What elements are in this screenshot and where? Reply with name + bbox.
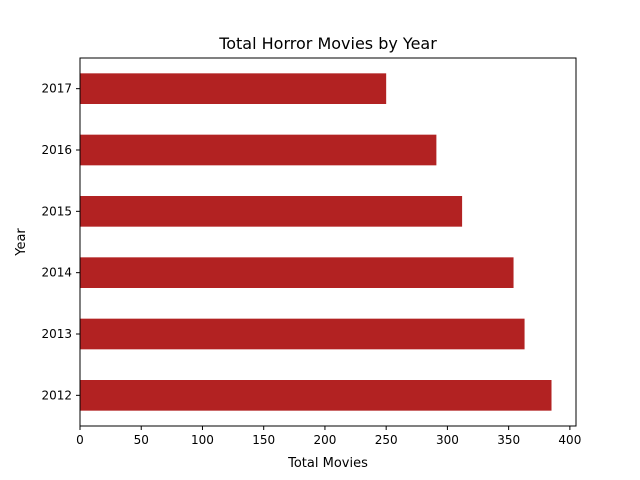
bar-2015 [80,196,463,227]
y-tick-label-2016: 2016 [41,143,72,157]
y-tick-label-2017: 2017 [41,82,72,96]
y-tick-label-2012: 2012 [41,388,72,402]
chart-title: Total Horror Movies by Year [218,34,437,53]
x-tick-label-350: 350 [497,433,520,447]
bar-2014 [80,257,514,288]
bar-2016 [80,134,437,166]
bar-2017 [80,73,387,104]
bar-2013 [80,318,525,350]
x-axis-label: Total Movies [287,456,368,471]
x-tick-label-250: 250 [375,433,398,447]
x-tick-label-400: 400 [558,433,581,447]
y-tick-label-2013: 2013 [41,327,72,341]
y-axis-label: Year [14,228,29,257]
x-tick-label-50: 50 [134,433,149,447]
x-tick-label-0: 0 [76,433,84,447]
plot-area-frame [79,57,577,427]
y-tick-label-2014: 2014 [41,266,72,280]
y-tick-label-2015: 2015 [41,204,72,218]
x-tick-label-150: 150 [252,433,275,447]
x-tick-label-100: 100 [191,433,214,447]
x-tick-label-200: 200 [313,433,336,447]
bar-2012 [80,380,552,411]
x-tick-label-300: 300 [436,433,459,447]
